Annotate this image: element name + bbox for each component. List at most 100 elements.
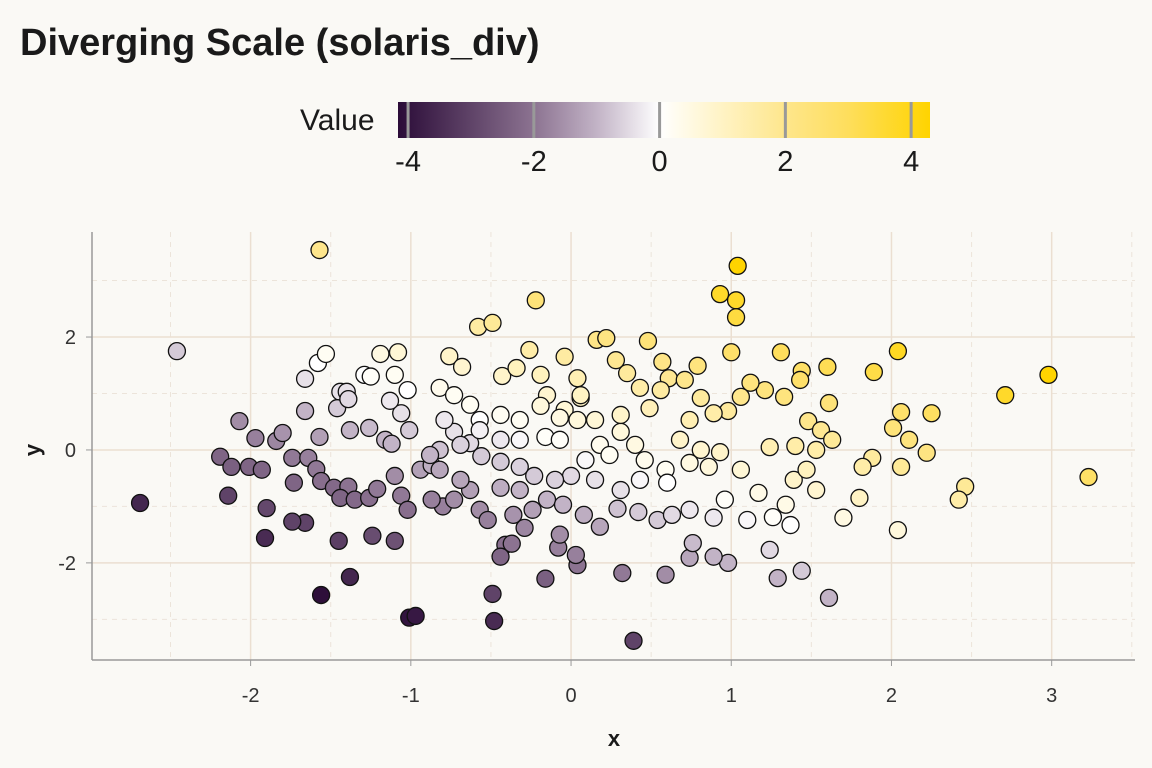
data-point	[340, 567, 360, 587]
colorbar: -4 -2 0 2 4	[395, 102, 930, 178]
data-point	[771, 343, 791, 362]
x-tick-label: 0	[565, 685, 576, 707]
data-point	[864, 362, 883, 382]
data-point	[691, 388, 710, 408]
x-tick-label: 1	[726, 685, 737, 707]
data-point	[537, 490, 557, 509]
data-point	[451, 435, 470, 455]
data-point	[470, 421, 489, 440]
data-point	[888, 341, 908, 361]
data-point	[1039, 365, 1058, 385]
data-point	[510, 430, 529, 449]
data-point	[284, 473, 304, 492]
data-point	[491, 405, 510, 425]
data-point	[363, 526, 382, 545]
data-point	[478, 510, 497, 530]
data-point	[167, 341, 187, 361]
data-point	[670, 430, 690, 449]
data-point	[555, 347, 574, 366]
data-point	[704, 547, 723, 566]
data-point	[704, 404, 723, 423]
data-point	[400, 421, 419, 440]
data-point	[656, 565, 675, 584]
data-point	[472, 447, 491, 466]
data-point	[600, 445, 619, 465]
chart-title: Diverging Scale (solaris_div)	[20, 22, 540, 64]
data-point	[625, 435, 645, 455]
data-point	[917, 443, 936, 462]
data-point	[553, 495, 573, 514]
data-point	[731, 387, 751, 407]
data-point	[493, 366, 512, 386]
data-point	[853, 457, 872, 477]
data-point	[738, 510, 757, 530]
data-point	[819, 393, 839, 413]
data-point	[310, 240, 329, 260]
data-point	[629, 502, 648, 522]
data-point	[531, 396, 550, 416]
x-axis-label: x	[608, 726, 621, 751]
x-tick-label: -1	[402, 685, 420, 707]
data-point	[585, 470, 605, 490]
data-point	[452, 357, 472, 377]
data-point	[385, 365, 404, 385]
data-point	[491, 547, 510, 566]
data-point	[658, 473, 677, 492]
data-point	[635, 450, 654, 470]
data-point	[597, 329, 616, 348]
data-point	[550, 408, 569, 427]
y-tick-label: -2	[58, 553, 76, 575]
data-point	[891, 402, 911, 422]
data-point	[691, 440, 710, 460]
points	[130, 240, 1098, 650]
data-point	[922, 404, 941, 423]
colorbar-tick-label: -4	[395, 146, 421, 178]
data-point	[651, 380, 670, 400]
data-point	[550, 525, 569, 544]
data-point	[606, 351, 626, 370]
data-point	[385, 531, 404, 551]
data-point	[760, 540, 779, 560]
data-point	[662, 505, 682, 525]
data-point	[561, 466, 581, 486]
data-point	[704, 508, 723, 527]
data-point	[624, 631, 643, 650]
data-point	[252, 460, 271, 479]
data-point	[680, 500, 699, 519]
data-point	[483, 584, 502, 604]
data-point	[545, 470, 565, 490]
data-point	[310, 427, 329, 447]
grid	[92, 232, 1135, 660]
data-point	[899, 430, 919, 449]
data-point	[360, 418, 379, 438]
axes: -2 -1 0 1 2 3 -2 0 2	[58, 232, 1135, 707]
data-point	[507, 358, 526, 378]
data-point	[630, 470, 650, 490]
data-point	[491, 430, 510, 449]
data-point	[590, 517, 610, 536]
data-point	[361, 367, 380, 386]
data-point	[130, 493, 150, 513]
data-point	[536, 569, 555, 588]
data-point	[525, 466, 544, 486]
colorbar-tick-label: 0	[652, 146, 668, 178]
data-point	[850, 488, 869, 508]
data-point	[613, 563, 632, 583]
data-point	[617, 364, 637, 383]
data-point	[273, 423, 292, 443]
data-point	[763, 507, 783, 527]
data-point	[688, 356, 707, 375]
data-point	[523, 500, 542, 519]
data-point	[571, 386, 590, 405]
data-point	[568, 369, 587, 388]
data-point	[722, 343, 741, 362]
data-point	[329, 531, 348, 551]
data-point	[715, 490, 734, 509]
data-point	[435, 410, 454, 430]
data-point	[460, 395, 480, 414]
data-point	[382, 434, 401, 453]
data-point	[283, 512, 302, 531]
data-point	[483, 313, 502, 333]
data-point	[295, 369, 315, 388]
data-point	[781, 515, 800, 535]
